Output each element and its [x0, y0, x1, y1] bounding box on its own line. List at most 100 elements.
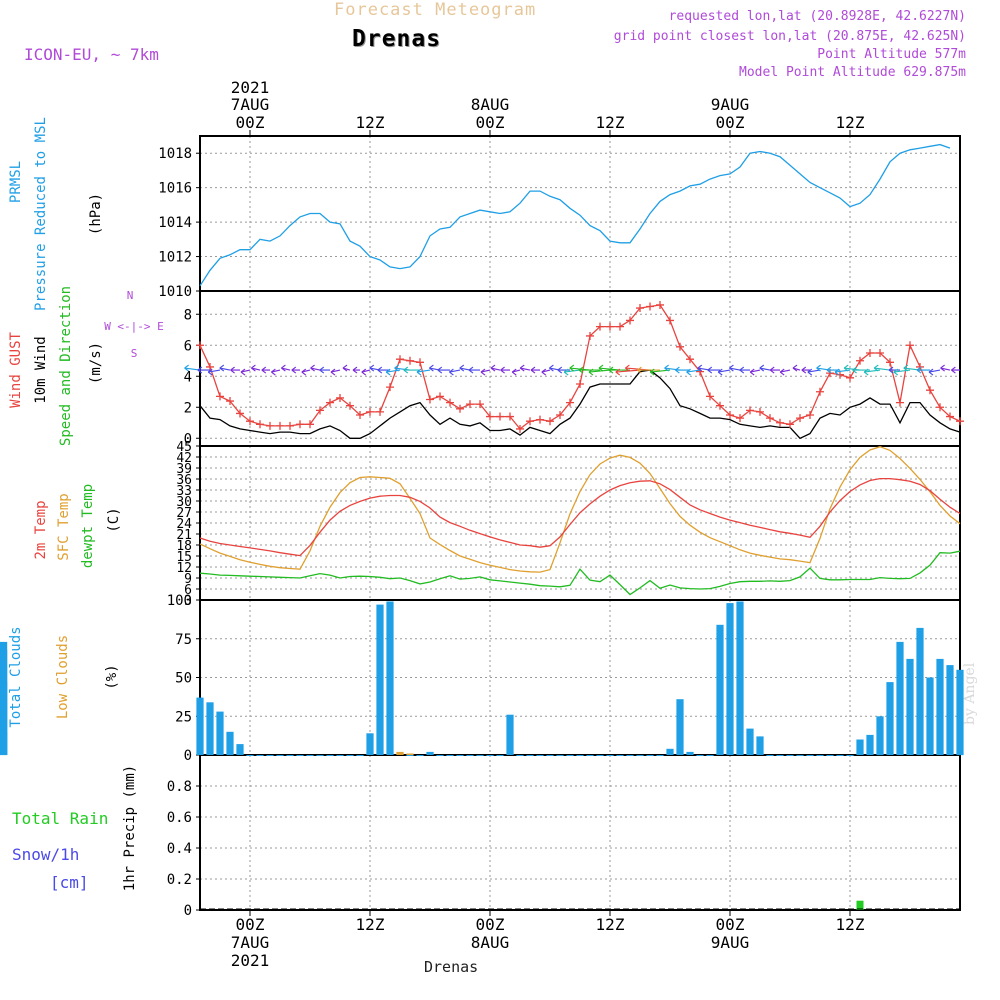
- wind-arrow-head: [291, 366, 297, 374]
- total-clouds-bar: [596, 755, 604, 756]
- total-clouds-bar: [346, 755, 354, 756]
- gust-marker: [806, 411, 814, 419]
- temp-2m-label: 2m Temp: [33, 500, 49, 559]
- wind-arrow-head: [319, 366, 325, 374]
- gust-marker: [586, 331, 594, 340]
- bottom-date-label: 9AUG: [711, 933, 750, 952]
- total-clouds-bar: [566, 755, 574, 756]
- gust-marker: [926, 386, 934, 395]
- wind-arrow-head: [251, 364, 256, 372]
- low-clouds-label: Low Clouds: [55, 635, 71, 719]
- wind-arrow-head: [598, 364, 604, 372]
- wind-arrow-head: [549, 364, 554, 372]
- gust-marker: [616, 322, 624, 331]
- y-tick-label: 3: [184, 594, 192, 609]
- low-clouds-bar: [406, 753, 414, 755]
- y-tick-label: 0.8: [167, 779, 192, 795]
- wind-arrow-head: [184, 364, 189, 372]
- wind-arrow-head: [697, 364, 703, 372]
- total-clouds-bar: [606, 755, 614, 756]
- total-clouds-bar: [766, 755, 774, 756]
- total-clouds-bar: [746, 728, 754, 755]
- y-tick-label: 15: [176, 550, 192, 565]
- gust-marker: [266, 421, 274, 430]
- wind-arrow-head: [490, 364, 496, 372]
- gust-marker: [576, 380, 584, 388]
- wind-arrow-head: [608, 366, 614, 374]
- total-clouds-bar: [536, 755, 544, 756]
- total-clouds-bar: [896, 641, 904, 755]
- y-tick-label: 0.4: [167, 841, 192, 857]
- wind-arrow-head: [649, 368, 655, 376]
- wind-arrow-head: [377, 366, 383, 374]
- wind-arrow-head: [261, 366, 267, 374]
- wind-arrow-head: [843, 364, 849, 372]
- wind-direction-arrow: [219, 367, 231, 371]
- total-clouds-bar: [0, 682, 8, 755]
- rain-bar: [856, 900, 864, 910]
- wind-arrow-head: [301, 368, 307, 376]
- panel-frame-precipitation: [199, 754, 961, 911]
- gust-marker: [436, 392, 444, 401]
- total-clouds-bar: [336, 755, 344, 756]
- wind-direction-arrow: [615, 369, 641, 373]
- wind-arrow-head: [557, 366, 563, 374]
- author-signature: by Angel: [962, 662, 978, 725]
- gust-marker: [676, 342, 684, 351]
- total-clouds-bar: [646, 755, 654, 756]
- snow-label: Snow/1h: [12, 845, 79, 864]
- total-clouds-bar: [806, 755, 814, 756]
- total-clouds-bar: [496, 755, 504, 756]
- total-clouds-bar: [946, 665, 954, 755]
- gust-marker: [326, 398, 334, 407]
- gust-marker: [796, 414, 804, 423]
- total-clouds-bar: [366, 733, 374, 755]
- wind-direction-arrow: [459, 367, 471, 371]
- total-clouds-bar: [876, 716, 884, 756]
- wind-arrow-head: [578, 366, 584, 374]
- wind-arrow-head: [219, 364, 225, 372]
- y-tick-label: 21: [176, 528, 192, 543]
- y-tick-label: 30: [176, 495, 192, 510]
- total-clouds-bar: [916, 627, 924, 755]
- wind-direction-arrow: [750, 369, 761, 373]
- total-clouds-bar: [756, 736, 764, 755]
- y-tick-label: 50: [175, 671, 192, 687]
- gust-marker: [346, 401, 354, 410]
- total-clouds-bar: [226, 731, 234, 756]
- wind-direction-arrow: [480, 369, 491, 373]
- wind-arrow-head: [759, 364, 765, 372]
- total-rain-label: Total Rain: [12, 809, 108, 828]
- wind-arrow-head: [625, 364, 630, 372]
- gust-marker: [776, 418, 784, 427]
- total-clouds-bar: [326, 755, 334, 756]
- wind-direction-arrow: [240, 369, 251, 373]
- total-clouds-label: Total Clouds: [8, 626, 24, 727]
- top-time-label: 00Z: [716, 113, 745, 132]
- top-date-label: 8AUG: [471, 95, 510, 114]
- bottom-date-label: 8AUG: [471, 933, 510, 952]
- total-clouds-bar: [856, 739, 864, 755]
- wind-arrow-head: [916, 366, 922, 374]
- gust-marker: [526, 417, 534, 426]
- wind-arrow-head: [500, 366, 505, 374]
- pressure-unit-label: (hPa): [88, 193, 104, 235]
- gust-marker: [836, 370, 844, 379]
- total-clouds-bar: [926, 677, 934, 755]
- wind-direction-arrow: [449, 369, 461, 373]
- wind-direction-arrow: [564, 369, 581, 373]
- bottom-time-label: 00Z: [476, 915, 505, 934]
- wind-arrow-head: [739, 366, 745, 374]
- y-tick-label: 36: [176, 473, 192, 488]
- gust-marker: [516, 424, 524, 433]
- gust-marker: [846, 373, 854, 382]
- bottom-time-label: 00Z: [236, 915, 265, 934]
- gust-marker: [726, 411, 734, 419]
- temp-unit-label: (C): [106, 507, 122, 532]
- wind-arrow-head: [385, 368, 391, 376]
- total-clouds-bar: [486, 755, 494, 756]
- total-clouds-bar: [956, 669, 964, 756]
- gust-marker: [626, 316, 634, 325]
- top-time-label: 00Z: [476, 113, 505, 132]
- wind-arrow-head: [394, 364, 399, 372]
